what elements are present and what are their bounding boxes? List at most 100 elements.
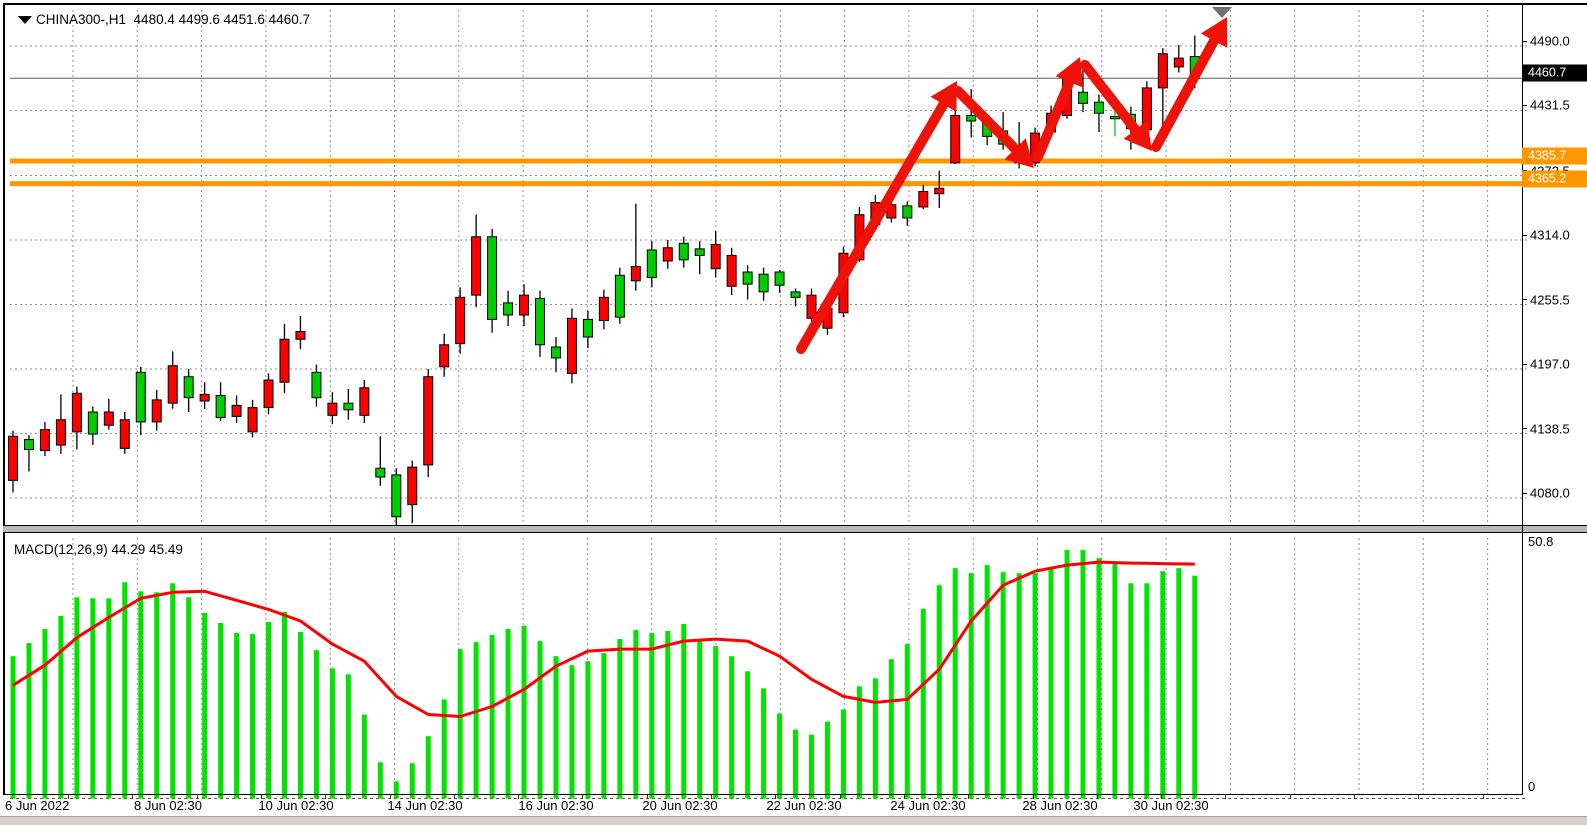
macd-histogram-bar [521,625,527,799]
macd-histogram-bar [840,709,846,799]
trend-arrow[interactable] [1151,35,1220,152]
candle-body [439,344,450,368]
time-axis-tick [1096,795,1098,799]
candle-body [87,411,98,435]
candle-body [630,265,641,282]
candle-body [167,365,178,404]
time-axis-label: 6 Jun 2022 [5,798,70,813]
time-axis-line [3,794,1523,795]
candle-body [103,411,114,426]
candle-body [55,419,66,446]
symbol-timeframe-label: CHINA300-,H1 [36,12,127,27]
macd-histogram-bar [824,721,830,799]
time-axis-tick [132,795,134,799]
candle-body [23,439,34,450]
candle-body [519,294,530,316]
candle-body [646,249,657,279]
macd-histogram-bar [122,582,128,799]
candle-body [662,247,673,262]
triangle-down-icon[interactable] [18,16,32,24]
price-axis-tick [1522,234,1527,236]
macd-histogram-bar [649,633,655,799]
candle-body [183,376,194,399]
macd-histogram-bar [601,653,607,799]
time-axis-tick [646,795,648,799]
candle-body [455,296,466,345]
time-axis-tick [518,795,520,799]
trend-arrow-head[interactable] [1004,138,1034,168]
macd-histogram-bar [393,781,399,799]
macd-histogram-bar [872,678,878,799]
macd-histogram-bar [377,762,383,799]
candle-body [71,392,82,433]
trend-arrow-head[interactable] [1200,17,1228,48]
trend-arrow[interactable] [1033,76,1075,162]
macd-histogram-bar [553,656,559,799]
trend-arrow-head[interactable] [1123,120,1152,151]
time-axis-tick [1482,795,1484,799]
macd-histogram-bar [218,622,224,799]
trend-arrow-head[interactable] [930,81,957,112]
macd-histogram-bar [313,650,319,799]
macd-histogram-bar [1160,571,1166,799]
macd-histogram-bar [74,597,80,799]
candle-body [758,273,769,293]
candle-body [311,371,322,399]
candle-body [934,187,945,195]
time-axis-label: 30 Jun 02:30 [1133,798,1209,813]
macd-histogram-bar [1000,572,1006,799]
macd-histogram-bar [1144,583,1150,799]
trend-arrow[interactable] [1080,60,1141,135]
price-axis-label: 4431.5 [1530,97,1570,113]
macd-histogram-bar [569,665,575,799]
trend-arrow-head[interactable] [1055,57,1084,88]
price-axis-label: 4138.5 [1530,421,1570,436]
time-axis-tick [1161,795,1163,799]
level-price-tag: 4365.2 [1522,170,1587,188]
panel-separator[interactable] [3,525,1587,533]
macd-histogram-bar [106,598,112,799]
macd-histogram-bar [1064,550,1070,799]
candle-body [966,114,977,122]
candle-body [550,346,561,359]
macd-histogram-bar [537,641,543,799]
time-axis-tick [196,795,198,799]
macd-histogram-bar [250,634,256,799]
candle-body [742,271,753,285]
chart-frame: CHINA300-,H1 4480.4 4499.6 4451.6 4460.7… [3,3,1587,799]
candle-body [327,402,338,416]
macd-histogram-bar [888,659,894,799]
macd-histogram-bar [10,656,16,799]
time-axis-tick [1032,795,1034,799]
macd-histogram-bar [473,642,479,799]
object-anchor-triangle-icon[interactable] [1212,7,1232,18]
macd-indicator-label: MACD(12,26,9) 44.29 45.49 [14,542,183,557]
candle-body [918,191,929,208]
trend-arrow[interactable] [953,86,1021,154]
price-axis-label: 4255.5 [1530,292,1570,308]
macd-histogram-bar [809,734,814,799]
candle-body [1109,116,1120,120]
macd-histogram-bar [329,668,335,799]
trend-arrow[interactable] [796,99,949,354]
macd-histogram-bar [920,608,926,799]
chart-canvas[interactable] [5,5,1587,825]
time-axis-tick [1289,795,1291,799]
macd-histogram-bar [26,643,32,799]
macd-histogram-bar [409,763,415,799]
price-axis-tick [1522,363,1527,365]
macd-scale-max: 50.8 [1528,534,1554,549]
macd-histogram-bar [170,583,176,799]
macd-histogram-bar [952,568,958,799]
macd-histogram-bar [793,729,799,799]
macd-histogram-bar [633,630,639,799]
candle-body [1173,57,1184,68]
macd-histogram-bar [777,713,783,799]
time-axis-tick [968,795,970,799]
macd-histogram-bar [154,592,160,799]
current-price-tag: 4460.7 [1522,64,1587,82]
time-axis-tick [1354,795,1355,799]
candle-body [806,294,817,319]
macd-histogram-bar [1096,558,1102,799]
candle-body [790,291,801,298]
